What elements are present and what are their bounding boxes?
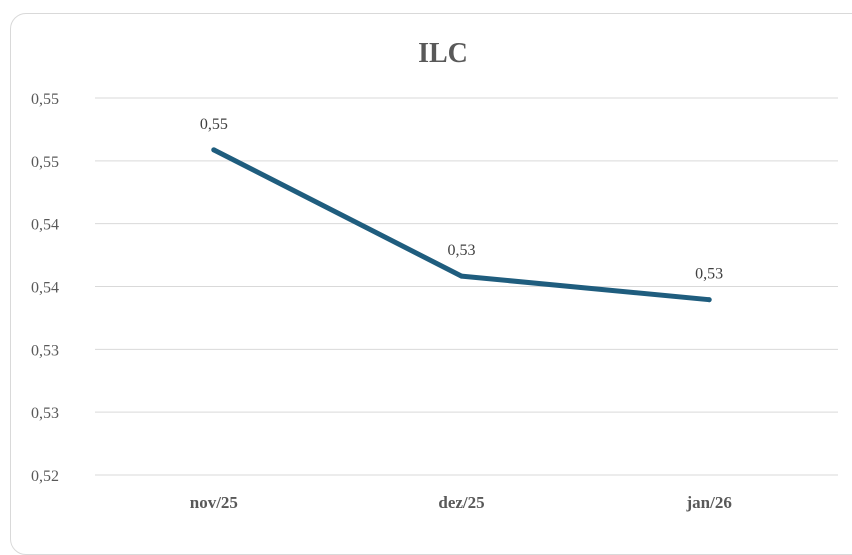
data-labels: 0,55 0,53 0,53	[200, 116, 723, 283]
y-tick-label: 0,55	[31, 91, 59, 108]
line-chart: ILC 0,52 0,53 0,53 0,54 0,54 0,55 0,55 nov/25 d…	[31, 38, 838, 512]
y-tick-label: 0,54	[31, 280, 59, 297]
x-axis-tick-labels: nov/25 dez/25 jan/26	[190, 493, 732, 512]
chart-title: ILC	[418, 38, 468, 69]
data-point	[211, 147, 217, 153]
data-label: 0,55	[200, 116, 228, 133]
data-label: 0,53	[695, 266, 723, 283]
y-tick-label: 0,53	[31, 405, 59, 422]
x-tick-label: dez/25	[438, 493, 484, 512]
x-tick-label: nov/25	[190, 493, 238, 512]
data-label: 0,53	[448, 242, 476, 259]
chart-frame	[10, 13, 852, 555]
y-tick-label: 0,52	[31, 468, 59, 485]
y-tick-label: 0,53	[31, 342, 59, 359]
x-tick-label: jan/26	[685, 493, 731, 512]
series-group	[211, 147, 712, 303]
gridlines	[95, 97, 838, 476]
y-tick-label: 0,55	[31, 154, 59, 171]
data-point	[706, 297, 712, 303]
y-tick-label: 0,54	[31, 217, 59, 234]
data-point	[459, 273, 464, 279]
y-axis-tick-labels: 0,52 0,53 0,53 0,54 0,54 0,55 0,55	[31, 91, 59, 485]
